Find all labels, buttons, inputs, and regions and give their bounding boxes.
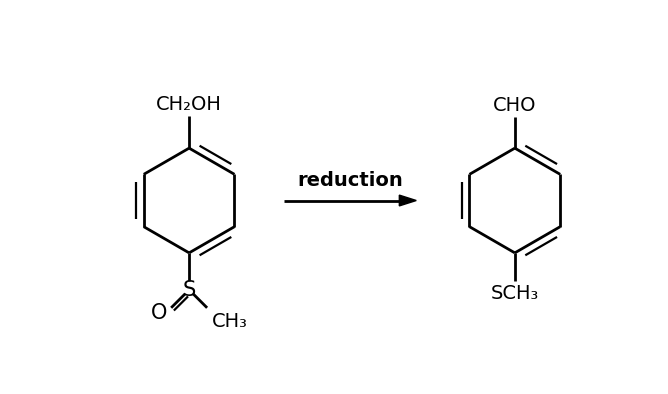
Text: CH₂OH: CH₂OH: [156, 95, 222, 113]
Text: O: O: [150, 303, 167, 323]
Text: reduction: reduction: [297, 171, 403, 190]
Text: CH₃: CH₃: [212, 312, 248, 331]
Text: CHO: CHO: [493, 96, 536, 115]
Text: S: S: [182, 280, 196, 300]
Text: SCH₃: SCH₃: [491, 284, 539, 303]
Polygon shape: [399, 195, 416, 206]
